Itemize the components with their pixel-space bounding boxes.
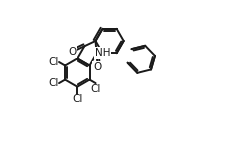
Text: O: O [93, 62, 102, 72]
Text: Cl: Cl [48, 57, 58, 67]
Text: NH: NH [95, 48, 110, 58]
Text: Cl: Cl [72, 94, 83, 104]
Text: Cl: Cl [91, 84, 101, 94]
Text: Cl: Cl [48, 78, 58, 88]
Text: O: O [68, 47, 76, 57]
